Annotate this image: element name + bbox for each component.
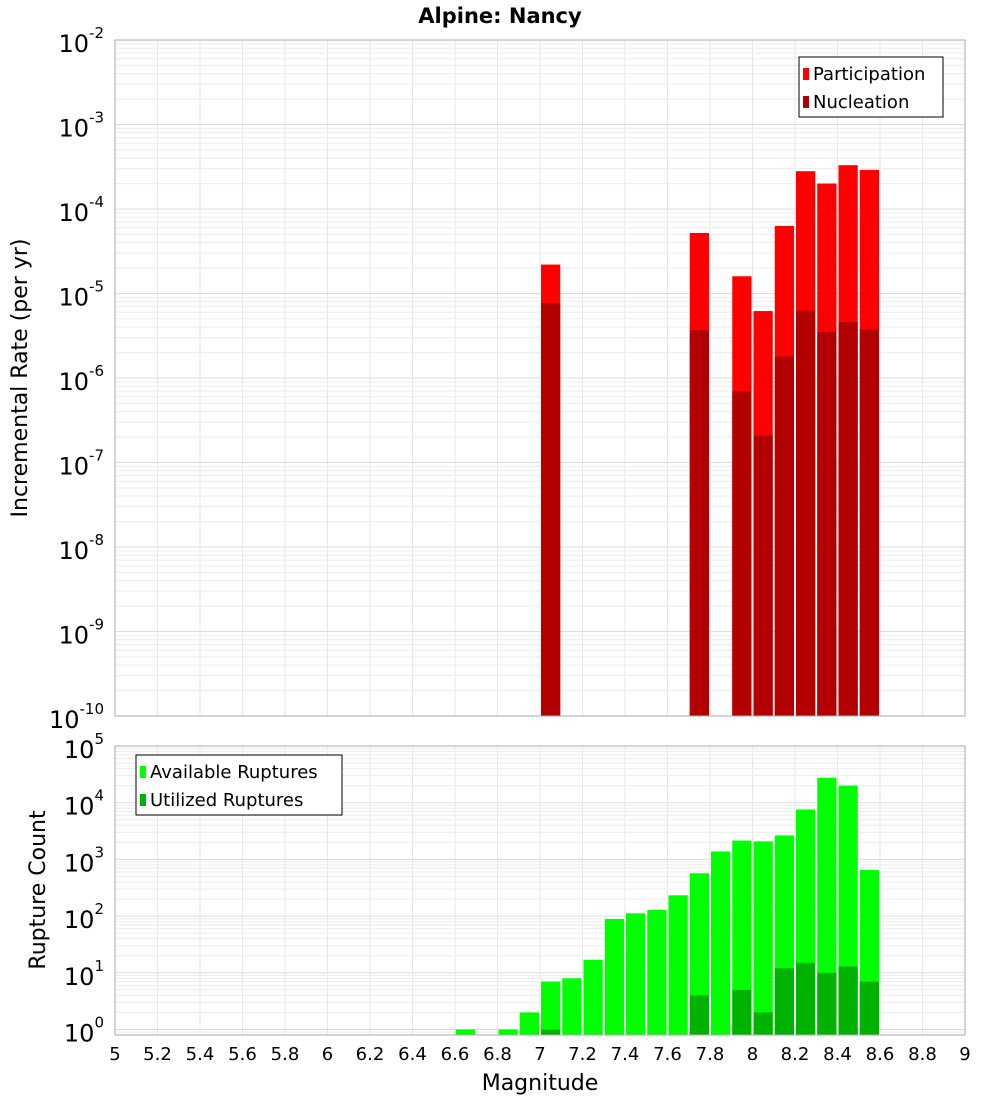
bar-nucleation: [859, 329, 879, 716]
x-tick-label: 5.4: [186, 1044, 215, 1065]
y-tick-label: 100: [64, 1014, 104, 1048]
bar-utilized-ruptures: [796, 962, 816, 1035]
bar-utilized-ruptures: [817, 972, 837, 1035]
x-tick-label: 7.6: [653, 1044, 682, 1065]
bar-nucleation: [753, 435, 773, 716]
y-tick-label: 10-3: [58, 109, 104, 143]
plot-frame: [114, 39, 966, 717]
bar-utilized-ruptures: [838, 966, 858, 1035]
legend-swatch: [140, 766, 146, 778]
bar-available-ruptures: [647, 910, 667, 1035]
bar-utilized-ruptures: [753, 1012, 773, 1035]
bar-available-ruptures: [689, 873, 709, 1035]
x-tick-label: 5.8: [271, 1044, 300, 1065]
x-tick-label: 5: [109, 1044, 120, 1065]
bar-utilized-ruptures: [541, 1029, 561, 1035]
x-axis-label: Magnitude: [482, 1071, 599, 1096]
bar-available-ruptures: [583, 959, 603, 1035]
y-tick-label: 10-2: [58, 24, 104, 58]
x-tick-label: 7.8: [696, 1044, 725, 1065]
x-tick-label: 8.6: [866, 1044, 895, 1065]
bar-nucleation: [541, 303, 561, 716]
legend-box: [135, 754, 343, 816]
legend-box: [798, 56, 944, 118]
bar-nucleation: [732, 391, 752, 716]
legend-label: Available Ruptures: [150, 762, 318, 783]
chart-title: Alpine: Nancy: [418, 4, 582, 28]
bar-available-ruptures: [456, 1029, 476, 1035]
x-tick-label: 6.8: [483, 1044, 512, 1065]
y-tick-label: 10-10: [49, 700, 104, 734]
bar-utilized-ruptures: [859, 981, 879, 1035]
x-tick-label: 5.2: [143, 1044, 172, 1065]
y-tick-label: 10-4: [58, 193, 104, 227]
y-tick-label: 10-9: [58, 616, 104, 650]
legend-label: Participation: [813, 64, 925, 85]
bar-available-ruptures: [498, 1029, 518, 1035]
x-tick-label: 8.2: [781, 1044, 810, 1065]
bar-utilized-ruptures: [689, 995, 709, 1035]
y-tick-label: 103: [64, 843, 104, 877]
x-tick-label: 6: [322, 1044, 333, 1065]
x-tick-label: 9: [959, 1044, 970, 1065]
bar-available-ruptures: [732, 840, 752, 1035]
x-tick-label: 7.2: [568, 1044, 597, 1065]
top-y-axis-label: Incremental Rate (per yr): [8, 239, 33, 518]
x-tick-label: 5.6: [228, 1044, 257, 1065]
y-tick-label: 102: [64, 900, 104, 934]
plot-frame: [114, 745, 966, 1036]
bar-available-ruptures: [604, 918, 624, 1035]
bar-available-ruptures: [711, 851, 731, 1035]
bar-available-ruptures: [519, 1012, 539, 1035]
bar-available-ruptures: [817, 777, 837, 1035]
legend-swatch: [140, 794, 146, 806]
legend-swatch: [803, 68, 809, 80]
x-tick-label: 8.8: [908, 1044, 937, 1065]
bar-nucleation: [838, 321, 858, 716]
bottom-y-axis-label: Rupture Count: [26, 810, 51, 970]
x-tick-label: 7.4: [611, 1044, 640, 1065]
y-tick-label: 10-7: [58, 447, 104, 481]
bar-available-ruptures: [562, 978, 582, 1035]
y-tick-label: 104: [64, 787, 104, 821]
y-tick-label: 10-8: [58, 531, 104, 565]
y-tick-label: 10-6: [58, 362, 104, 396]
x-tick-label: 6.4: [398, 1044, 427, 1065]
bar-available-ruptures: [541, 981, 561, 1035]
bar-nucleation: [796, 310, 816, 716]
bar-available-ruptures: [668, 895, 688, 1035]
y-tick-label: 105: [64, 730, 104, 764]
y-tick-label: 101: [64, 957, 104, 991]
bar-utilized-ruptures: [774, 968, 794, 1035]
legend-label: Utilized Ruptures: [150, 790, 303, 811]
bar-nucleation: [774, 356, 794, 716]
x-tick-label: 6.6: [441, 1044, 470, 1065]
x-tick-label: 8: [747, 1044, 758, 1065]
x-tick-label: 7: [534, 1044, 545, 1065]
x-tick-label: 6.2: [356, 1044, 385, 1065]
bar-nucleation: [689, 329, 709, 716]
bar-nucleation: [817, 332, 837, 716]
legend-swatch: [803, 96, 809, 108]
x-tick-label: 8.4: [823, 1044, 852, 1065]
legend-label: Nucleation: [813, 92, 909, 113]
bar-available-ruptures: [626, 913, 646, 1035]
bar-available-ruptures: [753, 841, 773, 1035]
bar-utilized-ruptures: [732, 989, 752, 1035]
y-tick-label: 10-5: [58, 278, 104, 312]
